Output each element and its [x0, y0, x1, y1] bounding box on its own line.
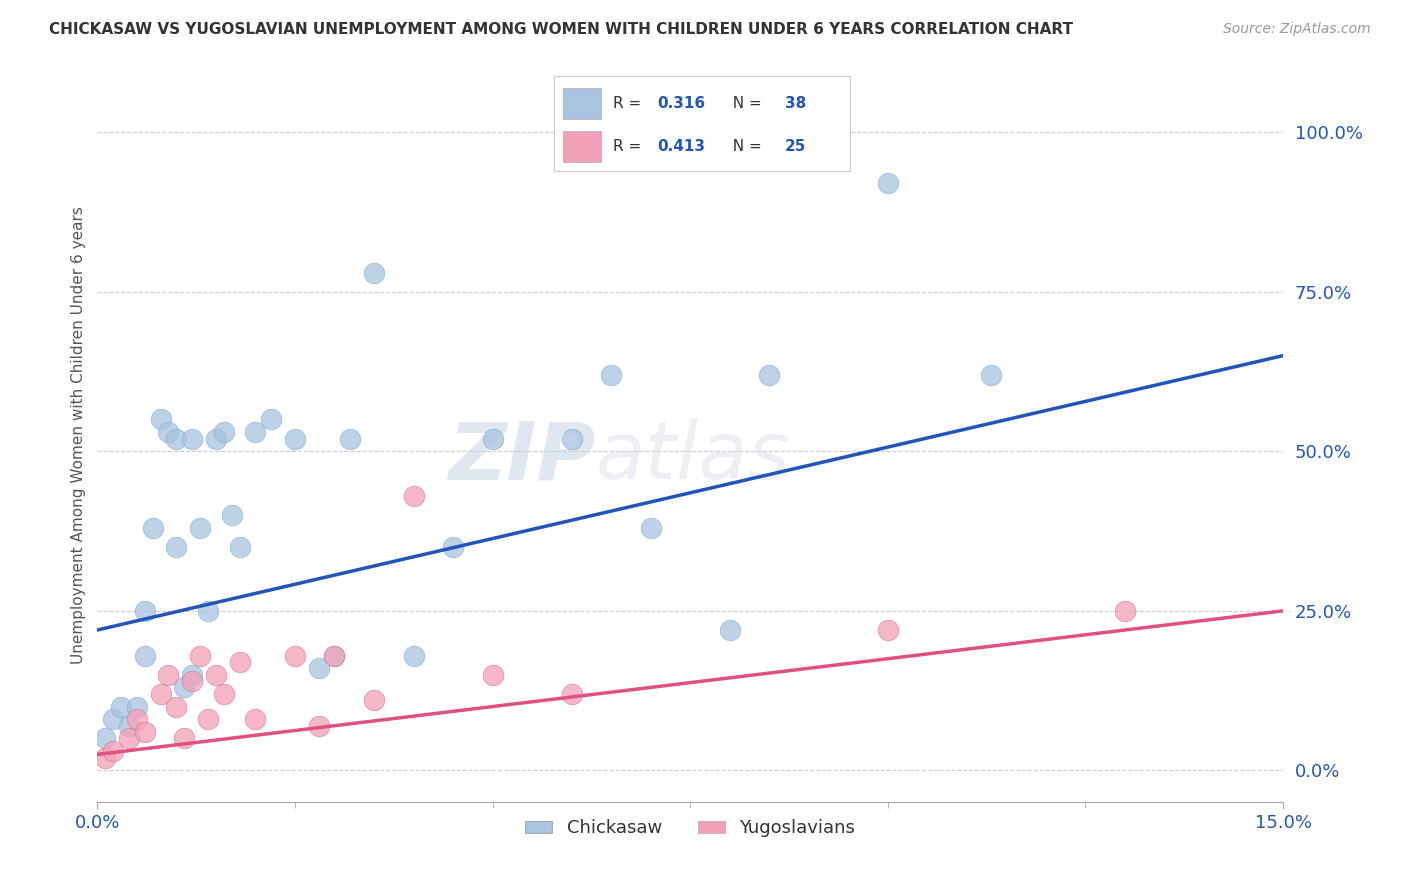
Point: [600, 368, 623, 382]
Point: [205, 432, 228, 446]
Point: [1114, 604, 1136, 618]
Text: atlas: atlas: [595, 418, 790, 497]
Point: [197, 712, 219, 726]
Point: [157, 667, 180, 681]
Point: [308, 661, 330, 675]
Point: [157, 425, 180, 440]
Point: [125, 712, 148, 726]
Point: [245, 425, 267, 440]
Point: [173, 681, 195, 695]
Point: [876, 177, 898, 191]
Point: [228, 655, 250, 669]
Point: [402, 489, 425, 503]
Point: [284, 432, 307, 446]
Point: [134, 725, 156, 739]
Point: [118, 719, 141, 733]
Point: [101, 744, 124, 758]
Point: [363, 266, 385, 280]
Point: [441, 540, 464, 554]
Point: [212, 687, 235, 701]
Text: ZIP: ZIP: [449, 418, 595, 497]
Point: [197, 604, 219, 618]
Point: [363, 693, 385, 707]
Point: [980, 368, 1002, 382]
Point: [118, 731, 141, 746]
Point: [149, 687, 172, 701]
Point: [718, 623, 741, 637]
Point: [758, 368, 780, 382]
Point: [142, 521, 165, 535]
Point: [181, 667, 204, 681]
Point: [101, 712, 124, 726]
Point: [188, 648, 211, 663]
Point: [245, 712, 267, 726]
Point: [481, 432, 503, 446]
Text: CHICKASAW VS YUGOSLAVIAN UNEMPLOYMENT AMONG WOMEN WITH CHILDREN UNDER 6 YEARS CO: CHICKASAW VS YUGOSLAVIAN UNEMPLOYMENT AM…: [49, 22, 1073, 37]
Point: [228, 540, 250, 554]
Point: [640, 521, 662, 535]
Point: [134, 604, 156, 618]
Point: [181, 432, 204, 446]
Point: [876, 623, 898, 637]
Point: [165, 699, 187, 714]
Point: [339, 432, 361, 446]
Point: [205, 667, 228, 681]
Point: [308, 719, 330, 733]
Point: [323, 648, 346, 663]
Point: [125, 699, 148, 714]
Point: [110, 699, 132, 714]
Point: [284, 648, 307, 663]
Point: [165, 540, 187, 554]
Point: [481, 667, 503, 681]
Point: [212, 425, 235, 440]
Point: [149, 412, 172, 426]
Point: [323, 648, 346, 663]
Point: [561, 432, 583, 446]
Point: [221, 508, 243, 523]
Point: [165, 432, 187, 446]
Point: [134, 648, 156, 663]
Point: [260, 412, 283, 426]
Legend: Chickasaw, Yugoslavians: Chickasaw, Yugoslavians: [517, 812, 862, 845]
Point: [94, 750, 117, 764]
Point: [94, 731, 117, 746]
Point: [181, 673, 204, 688]
Text: Source: ZipAtlas.com: Source: ZipAtlas.com: [1223, 22, 1371, 37]
Y-axis label: Unemployment Among Women with Children Under 6 years: Unemployment Among Women with Children U…: [72, 206, 86, 665]
Point: [561, 687, 583, 701]
Point: [402, 648, 425, 663]
Point: [188, 521, 211, 535]
Point: [173, 731, 195, 746]
